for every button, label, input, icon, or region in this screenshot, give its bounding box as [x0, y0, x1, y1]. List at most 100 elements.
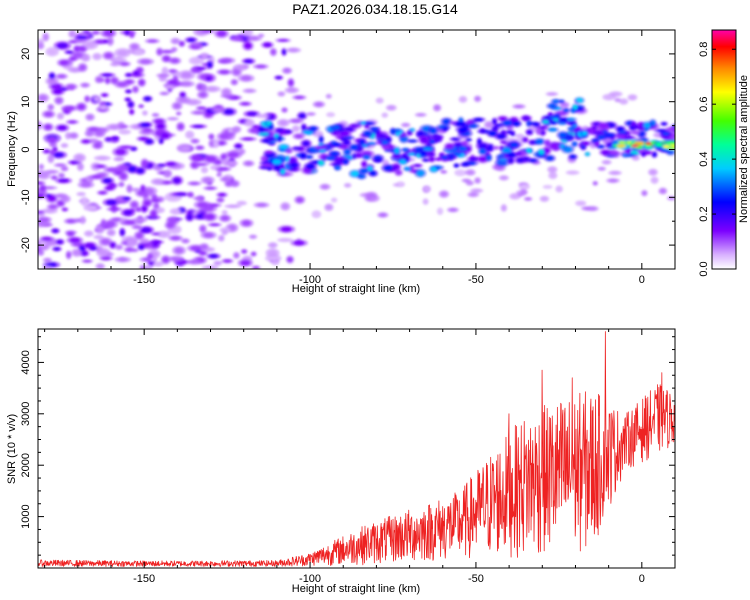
spectrogram-blob — [191, 139, 199, 143]
spectrogram-blob — [642, 191, 647, 196]
spectrogram-blob — [196, 214, 205, 219]
spectrogram-blob — [509, 142, 519, 148]
spectrogram-blob — [335, 165, 341, 170]
spectrogram-blob — [351, 124, 360, 128]
spectrogram-blob — [152, 240, 162, 244]
spectrogram-blob — [662, 132, 670, 136]
spectrogram-blob — [283, 68, 291, 73]
spectrogram-blob — [75, 154, 84, 161]
spectrogram-blob — [615, 98, 620, 102]
spectrogram-blob — [101, 93, 108, 97]
spectrogram-blob — [179, 41, 185, 46]
spectrogram-blob — [93, 143, 102, 149]
spectrogram-blob — [502, 120, 512, 126]
spectrogram-blob — [53, 247, 61, 251]
spectrogram-blob — [219, 236, 224, 241]
spectrogram-blob — [370, 127, 379, 131]
spectrogram-blob — [502, 147, 511, 153]
spectrogram-blob — [123, 209, 133, 216]
spectrogram-blob — [205, 156, 217, 162]
spectrogram-blob — [44, 209, 55, 213]
spectrogram-blob — [516, 152, 522, 156]
snr-x-axis-label: Height of straight line (km) — [292, 583, 420, 595]
spectrogram-blob — [540, 130, 546, 135]
spectrogram-blob — [202, 167, 207, 173]
spectrogram-blob — [180, 92, 186, 97]
spectrogram-blob — [549, 173, 556, 178]
spectrogram-blob — [125, 97, 131, 101]
spectrogram-blob — [86, 205, 98, 211]
spectrogram-blob — [138, 79, 145, 86]
spectrogram-blob — [339, 131, 350, 137]
spectrogram-blob — [383, 165, 393, 171]
spectrogram-blob — [105, 199, 117, 205]
spectrogram-blob — [408, 139, 417, 143]
x-tick-label: 0 — [639, 274, 645, 286]
spectrogram-blob — [188, 100, 199, 105]
spectrogram-blob — [420, 151, 427, 157]
spectrogram-blob — [143, 111, 147, 115]
spectrogram-blob — [522, 137, 528, 142]
spectrogram-blob — [597, 135, 606, 140]
spectrogram-blob — [293, 126, 299, 131]
spectrogram-blob — [288, 48, 299, 52]
spectrogram-blob — [133, 86, 138, 92]
spectrogram-blob — [298, 113, 306, 119]
spectrogram-blob — [186, 214, 193, 221]
spectrogram-blob — [193, 111, 204, 115]
spectrogram-blob — [199, 251, 206, 255]
spectrogram-blob — [345, 183, 351, 187]
spectrogram-blob — [132, 188, 140, 191]
spectrogram-blob — [441, 155, 448, 159]
spectrogram-blob — [51, 175, 57, 180]
spectrogram-blob — [39, 172, 49, 179]
spectrogram-blob — [420, 137, 428, 143]
spectrogram-blob — [143, 200, 151, 206]
spectrogram-blob — [245, 89, 255, 93]
spectrogram-blob — [115, 157, 123, 161]
spectrogram-blob — [117, 49, 128, 56]
spectrogram-blob — [124, 220, 136, 225]
spectrogram-blob — [152, 113, 159, 117]
spectrogram-blob — [222, 210, 227, 214]
spectrogram-blob — [160, 132, 170, 139]
spectrogram-blob — [477, 138, 482, 145]
spectrogram-blob — [192, 43, 201, 47]
spectrogram-blob — [199, 92, 207, 98]
spectrogram-blob — [268, 256, 279, 261]
spectrogram-blob — [251, 252, 256, 256]
spectrogram-blob — [423, 147, 433, 151]
spectrogram-blob — [161, 92, 168, 95]
spectrogram-blob — [177, 123, 184, 130]
spectrogram-blob — [593, 181, 598, 185]
spectrogram-blob — [618, 140, 626, 144]
spectrogram-blob — [541, 196, 548, 201]
spectrogram-blob — [316, 146, 327, 150]
colorbar-tick-label: 0.4 — [698, 151, 710, 166]
spectrogram-blob — [526, 148, 532, 153]
spectrogram-blob — [105, 137, 112, 142]
spectrogram-blob — [50, 150, 55, 155]
spectrogram-blob — [106, 167, 118, 172]
spectrogram-blob — [219, 133, 229, 140]
spectrogram-blob — [586, 128, 591, 131]
spectrogram-blob — [242, 137, 254, 141]
spectrogram-blob — [79, 64, 86, 71]
snr-y-axis-label: SNR (10 * v/v) — [6, 414, 18, 484]
spectrogram-blob — [259, 34, 264, 37]
spectrogram-blob — [57, 74, 66, 79]
spectrogram-blob — [379, 213, 387, 217]
spectrogram-blob — [475, 178, 480, 183]
spectrogram-blob — [170, 256, 182, 261]
y-tick-label: 3000 — [20, 402, 32, 426]
spectrogram-blob — [99, 105, 107, 110]
spectrogram-blob — [394, 148, 400, 154]
spectrogram-blob — [268, 137, 275, 141]
spectrogram-blob — [624, 136, 634, 140]
spectrogram-blob — [217, 198, 224, 202]
spectrogram-blob — [267, 167, 272, 171]
spectrogram-blob — [85, 231, 92, 236]
spectrogram-blob — [141, 239, 148, 243]
spectrogram-blob — [94, 97, 100, 102]
spectrogram-blob — [81, 198, 88, 205]
